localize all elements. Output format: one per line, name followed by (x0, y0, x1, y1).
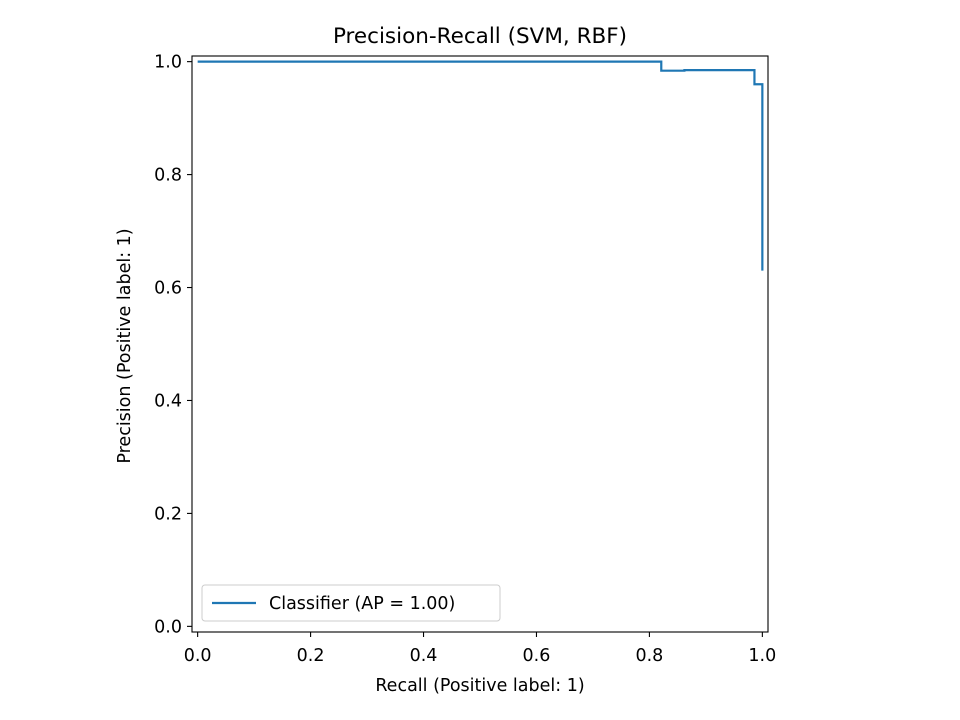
x-tick-label: 0.4 (410, 646, 438, 666)
chart-title: Precision-Recall (SVM, RBF) (333, 24, 627, 49)
x-axis-label: Recall (Positive label: 1) (375, 676, 584, 696)
y-axis-label: Precision (Positive label: 1) (115, 228, 135, 463)
series-line-classifier (197, 60, 764, 271)
x-tick-label: 0.2 (297, 646, 325, 666)
y-tick-label: 0.0 (154, 617, 182, 637)
y-tick-label: 0.8 (154, 166, 182, 186)
x-tick-label: 0.6 (523, 646, 551, 666)
y-tick-label: 0.2 (154, 504, 182, 524)
plot-area-frame (191, 55, 769, 633)
y-axis-ticks: 0.0 0.2 0.4 0.6 0.8 1.0 (154, 53, 192, 637)
x-tick-label: 1.0 (748, 646, 776, 666)
x-axis-ticks: 0.0 0.2 0.4 0.6 0.8 1.0 (184, 632, 776, 666)
x-tick-label: 0.8 (635, 646, 663, 666)
legend-entry-label: Classifier (AP = 1.00) (269, 594, 455, 614)
legend-box (201, 584, 501, 622)
y-tick-label: 0.4 (154, 391, 182, 411)
plot-lines (197, 60, 764, 271)
y-tick-label: 0.6 (154, 279, 182, 299)
x-tick-label: 0.0 (184, 646, 212, 666)
legend: Classifier (AP = 1.00) (201, 584, 501, 622)
y-tick-label: 1.0 (154, 53, 182, 73)
